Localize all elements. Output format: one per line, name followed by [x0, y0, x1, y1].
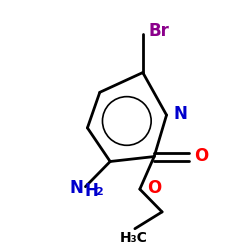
- Text: H₃C: H₃C: [120, 231, 148, 245]
- Text: Br: Br: [149, 22, 170, 40]
- Text: N: N: [174, 105, 187, 123]
- Text: 2: 2: [95, 187, 103, 197]
- Text: O: O: [194, 147, 208, 165]
- Text: O: O: [147, 179, 162, 197]
- Text: N: N: [69, 179, 83, 197]
- Text: H: H: [85, 182, 98, 200]
